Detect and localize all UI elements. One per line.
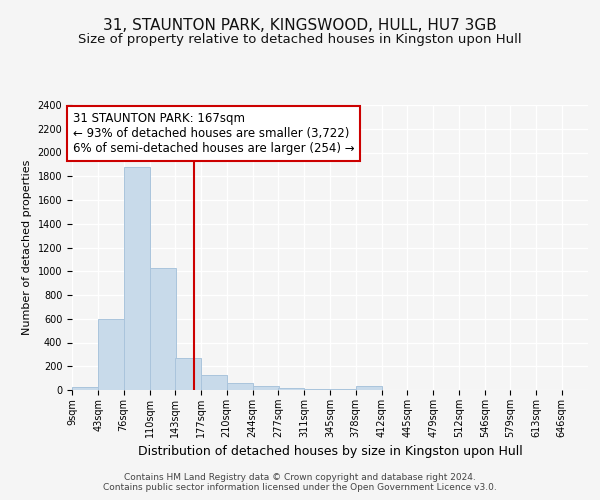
- Bar: [304, 389, 331, 390]
- Text: 31, STAUNTON PARK, KINGSWOOD, HULL, HU7 3GB: 31, STAUNTON PARK, KINGSWOOD, HULL, HU7 …: [103, 18, 497, 32]
- Text: Size of property relative to detached houses in Kingston upon Hull: Size of property relative to detached ho…: [78, 32, 522, 46]
- Bar: [253, 386, 279, 390]
- Text: 31 STAUNTON PARK: 167sqm
← 93% of detached houses are smaller (3,722)
6% of semi: 31 STAUNTON PARK: 167sqm ← 93% of detach…: [73, 112, 355, 155]
- Y-axis label: Number of detached properties: Number of detached properties: [22, 160, 32, 335]
- Bar: [98, 319, 124, 390]
- Text: Contains HM Land Registry data © Crown copyright and database right 2024.
Contai: Contains HM Land Registry data © Crown c…: [103, 473, 497, 492]
- Bar: [356, 386, 382, 390]
- Bar: [175, 358, 201, 390]
- Bar: [227, 384, 253, 390]
- Bar: [124, 167, 149, 390]
- X-axis label: Distribution of detached houses by size in Kingston upon Hull: Distribution of detached houses by size …: [137, 446, 523, 458]
- Bar: [149, 268, 176, 390]
- Bar: [331, 389, 356, 390]
- Bar: [72, 387, 98, 390]
- Bar: [278, 388, 304, 390]
- Bar: [201, 374, 227, 390]
